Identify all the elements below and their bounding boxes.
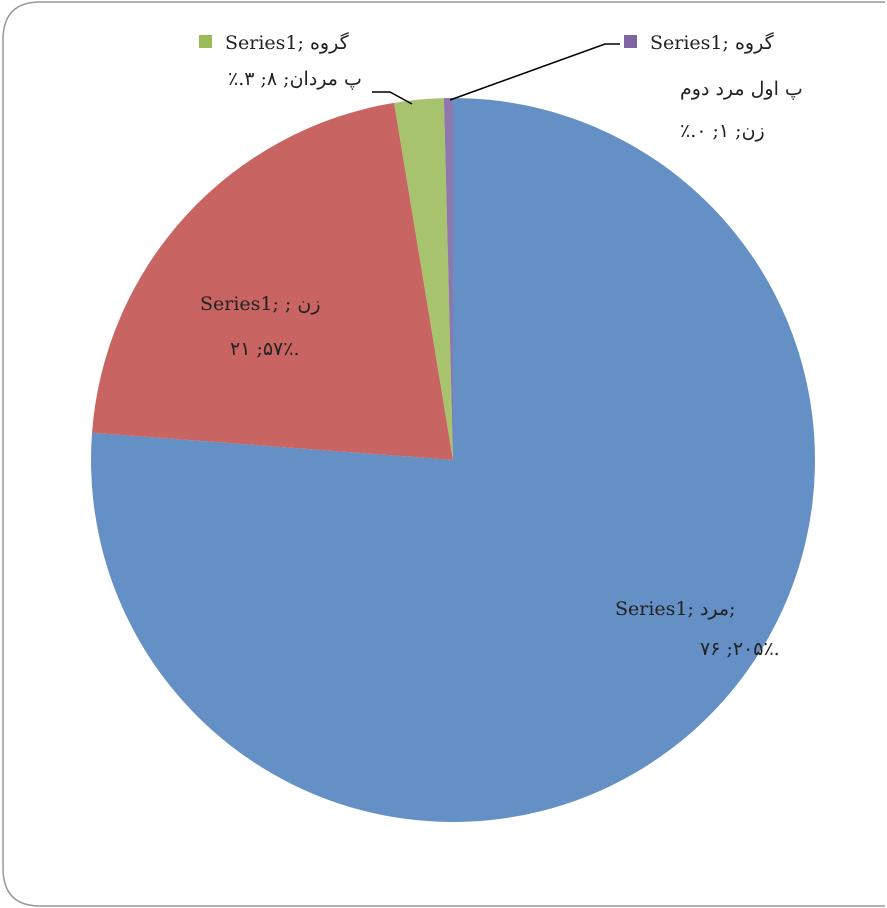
legend-key [624,35,637,48]
pie [91,98,815,822]
data-label: ٪.زن; ۱; ۰ [680,120,765,142]
pie-slice [92,103,453,460]
data-label: Series1; گروه [650,31,775,54]
data-label: پ اول مرد دوم [680,78,803,100]
data-label: ۷۶ ;۲۰۵٪. [700,638,780,660]
data-label: ۲۱ ;۵۷٪. [230,338,300,360]
legend-key [199,35,212,48]
data-label: Series1; ; زن [200,293,321,315]
data-label: ٪.پ مردان; ۸; ۳ [228,68,362,90]
leader-line [450,44,620,100]
data-label: Series1; مرد; [615,598,735,620]
data-label: Series1; گروه [225,31,350,54]
chart: Series1; مرد; ۷۶ ;۲۰۵٪. Series1; ; زن ۲۱ ;۵… [0,0,887,908]
